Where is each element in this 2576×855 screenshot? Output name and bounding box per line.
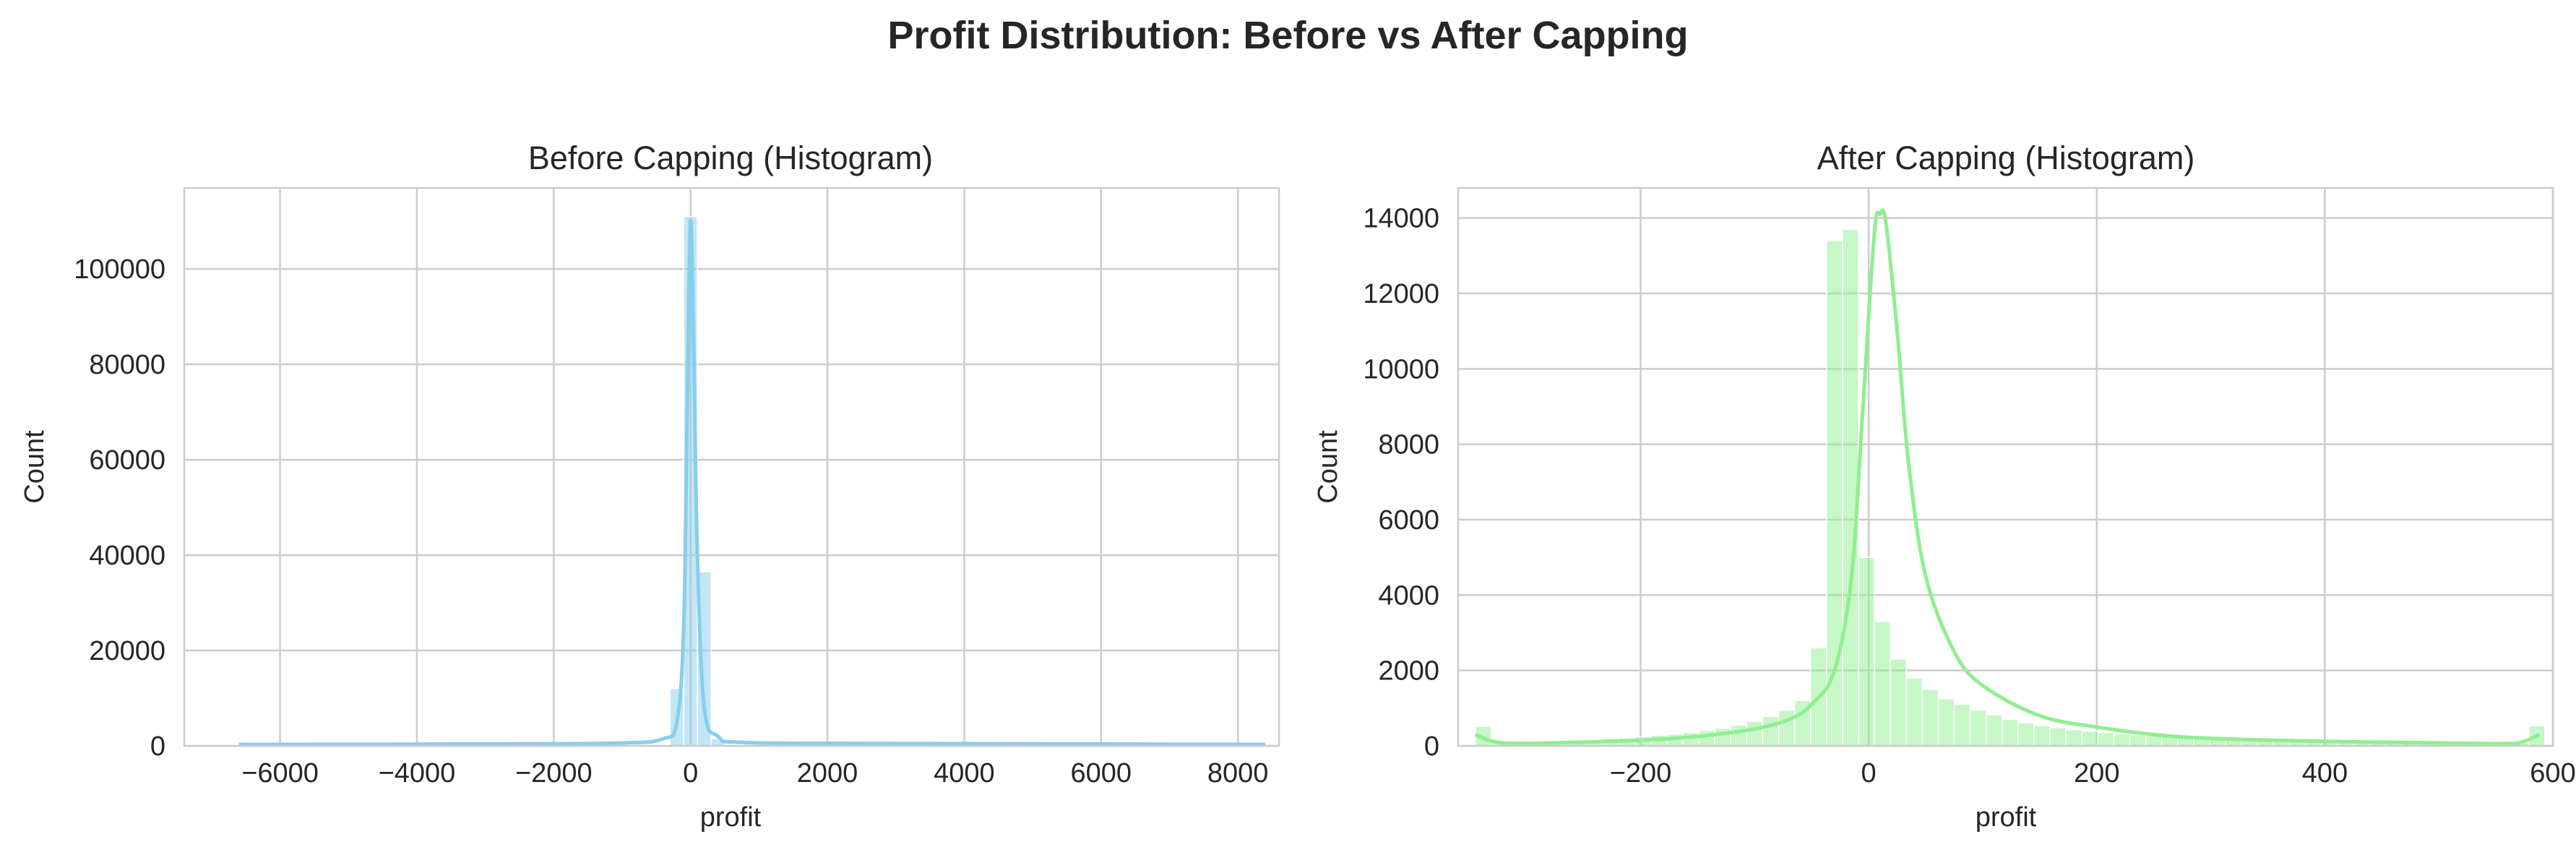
panel-after-capping: After Capping (Histogram) −200 0 200 400 600…: [1313, 139, 2576, 833]
histogram-bar-after-41: [2129, 734, 2147, 747]
axes-frame-after: [1457, 186, 2554, 747]
y-axis-label-after: Count: [1313, 430, 1343, 504]
x-axis-label-before: profit: [700, 802, 762, 833]
y-tick-label-before-0: 0: [150, 731, 165, 762]
y-tick-label-after-1: 2000: [1378, 656, 1439, 687]
y-tick-label-after-5: 10000: [1363, 354, 1439, 384]
x-tick-label-after-2: 200: [2074, 758, 2119, 789]
xticks-after: −200 0 200 400 600: [1610, 758, 2576, 789]
x-tick-label-before-3: 0: [683, 758, 698, 789]
x-tick-label-after-4: 600: [2530, 758, 2575, 789]
histogram-bar-after-26: [1890, 658, 1907, 747]
x-tick-label-before-6: 6000: [1071, 758, 1132, 789]
histogram-bar-after-23: [1842, 228, 1859, 747]
histogram-bar-after-35: [2033, 725, 2051, 747]
kde-line-before: [238, 219, 1266, 747]
histogram-bar-after-32: [1985, 714, 2003, 747]
histogram-bar-after-29: [1937, 698, 1955, 747]
x-tick-label-before-0: −6000: [241, 758, 319, 789]
x-tick-label-before-2: −2000: [515, 758, 593, 789]
y-tick-label-after-4: 8000: [1378, 430, 1439, 460]
histogram-bar-after-36: [2049, 727, 2067, 747]
panel-title-after: After Capping (Histogram): [1817, 139, 2195, 176]
y-tick-label-after-2: 4000: [1378, 580, 1439, 611]
x-tick-label-after-0: −200: [1610, 758, 1672, 789]
yticks-after: 0 2000 4000 6000 8000 10000 12000 14000: [1363, 204, 1439, 762]
x-tick-label-before-5: 4000: [934, 758, 995, 789]
y-tick-label-after-6: 12000: [1363, 279, 1439, 309]
histogram-bar-after-42: [2145, 735, 2163, 747]
y-tick-label-after-7: 14000: [1363, 204, 1439, 234]
histogram-bar-after-14: [1698, 729, 1715, 747]
y-tick-label-after-3: 6000: [1378, 505, 1439, 536]
x-tick-label-after-3: 400: [2302, 758, 2348, 789]
x-tick-label-before-1: −4000: [379, 758, 456, 789]
histogram-bar-after-24: [1858, 557, 1875, 747]
histogram-bar-after-40: [2113, 733, 2131, 747]
histogram-bar-after-15: [1714, 727, 1731, 747]
y-tick-label-before-2: 40000: [89, 541, 165, 571]
yticks-before: 0 20000 40000 60000 80000 100000: [74, 254, 165, 762]
y-axis-label-before: Count: [20, 430, 50, 504]
y-tick-label-before-4: 80000: [89, 350, 165, 380]
histogram-bar-after-38: [2081, 730, 2099, 747]
kde-line-after: [1474, 208, 2541, 746]
histogram-bar-after-16: [1730, 724, 1748, 747]
histogram-bar-after-34: [2017, 722, 2035, 747]
figure-title: Profit Distribution: Before vs After Cap…: [887, 14, 1689, 57]
axes-frame-before: [183, 186, 1280, 747]
histogram-bar-after-37: [2065, 729, 2082, 747]
y-tick-label-before-1: 20000: [89, 636, 165, 666]
histogram-bar-after-27: [1905, 677, 1924, 747]
histogram-bar-after-25: [1874, 621, 1891, 747]
y-tick-label-before-5: 100000: [74, 254, 165, 285]
x-axis-label-after: profit: [1976, 802, 2037, 833]
panel-title-before: Before Capping (Histogram): [528, 139, 933, 176]
histogram-bar-after-17: [1746, 721, 1764, 747]
histogram-bar-after-30: [1953, 703, 1971, 747]
xticks-before: −6000 −4000 −2000 0 2000 4000 6000 8000: [241, 758, 1268, 789]
panel-before-capping: Before Capping (Histogram) −6000 −4000 −20…: [20, 139, 1280, 833]
grid-before: [184, 188, 1279, 747]
histogram-bar-after-18: [1762, 716, 1780, 747]
x-tick-label-before-4: 2000: [797, 758, 858, 789]
bars-after: [1474, 228, 2546, 747]
histogram-bar-after-19: [1778, 709, 1796, 747]
histogram-bar-after-39: [2097, 731, 2115, 747]
y-tick-label-before-3: 60000: [89, 445, 165, 476]
x-tick-label-after-1: 0: [1861, 758, 1877, 789]
y-tick-label-after-0: 0: [1424, 731, 1439, 762]
histogram-bar-after-31: [1969, 709, 1987, 747]
grid-after: [1458, 188, 2554, 747]
x-tick-label-before-7: 8000: [1207, 758, 1269, 789]
histogram-bar-after-28: [1921, 689, 1939, 747]
histogram-bar-after-33: [2002, 718, 2019, 747]
bars-before: [238, 215, 1266, 747]
